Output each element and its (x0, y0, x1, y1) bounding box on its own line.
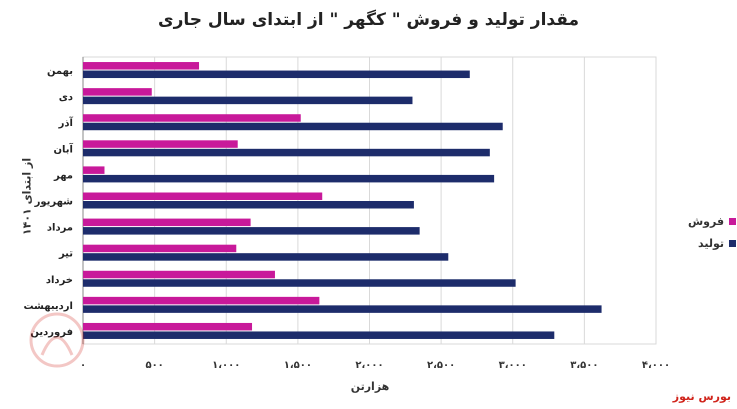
bar-production (83, 227, 420, 235)
y-axis-label: از ابتدای ۱۴۰۱ (20, 157, 34, 236)
y-tick-label: مرداد (47, 223, 73, 234)
bar-production (83, 70, 470, 79)
x-tick-label: ۱،۰۰۰ (212, 360, 240, 371)
bar-production (83, 253, 449, 261)
legend-swatch-sales (729, 217, 737, 225)
bar-production (83, 174, 495, 183)
y-tick-label: دی (59, 92, 73, 103)
legend-item-production: تولید (688, 232, 737, 254)
x-tick-label: ۳،۰۰۰ (499, 360, 527, 371)
y-tick-label: آذر (58, 116, 74, 129)
x-axis-label: هزارتن (350, 380, 390, 393)
bar-sales (83, 88, 152, 96)
watermark-logo (29, 312, 85, 368)
y-tick-label: آبان (54, 142, 74, 155)
bar-sales (83, 270, 275, 279)
x-tick-label: ۵۰۰ (145, 360, 163, 371)
source-credit: بورس نیوز (672, 390, 731, 403)
bar-production (83, 148, 490, 157)
y-tick-label: اردیبهشت (23, 301, 73, 312)
y-tick-label: مهر (53, 170, 73, 181)
legend-swatch-production (729, 239, 737, 247)
bar-sales (83, 140, 238, 148)
y-tick-label: شهریور (34, 197, 74, 208)
legend-item-sales: فروش (688, 210, 737, 232)
legend-label-sales: فروش (688, 214, 725, 228)
chart-title: مقدار تولید و فروش " کگهر " از ابتدای سا… (158, 10, 579, 30)
legend: فروش تولید (688, 210, 737, 254)
bar-sales (83, 218, 251, 227)
y-tick-label: فروردین (30, 327, 73, 338)
x-tick-label: ۱،۵۰۰ (284, 360, 312, 371)
bar-production (83, 305, 602, 313)
bar-sales (83, 192, 323, 200)
x-tick-label: ۴،۰۰۰ (642, 360, 670, 371)
x-tick-label: ۲،۵۰۰ (427, 360, 455, 371)
bar-sales (83, 114, 301, 122)
bar-sales (83, 62, 200, 70)
legend-label-production: تولید (698, 236, 725, 250)
x-tick-label: ۲،۰۰۰ (355, 360, 383, 371)
y-tick-label: بهمن (47, 66, 73, 77)
bar-sales (83, 166, 105, 174)
bar-production (83, 279, 516, 287)
x-tick-label: ۳،۵۰۰ (570, 360, 598, 371)
y-tick-label: تیر (58, 249, 73, 260)
x-tick-label: ۰ (80, 360, 86, 371)
bar-sales (83, 244, 237, 253)
bar-production (83, 201, 414, 209)
bar-sales (83, 296, 320, 305)
bar-production (83, 96, 413, 105)
bar-sales (83, 322, 253, 331)
bar-production (83, 331, 555, 339)
y-tick-label: خرداد (46, 275, 73, 286)
bar-production (83, 122, 503, 131)
